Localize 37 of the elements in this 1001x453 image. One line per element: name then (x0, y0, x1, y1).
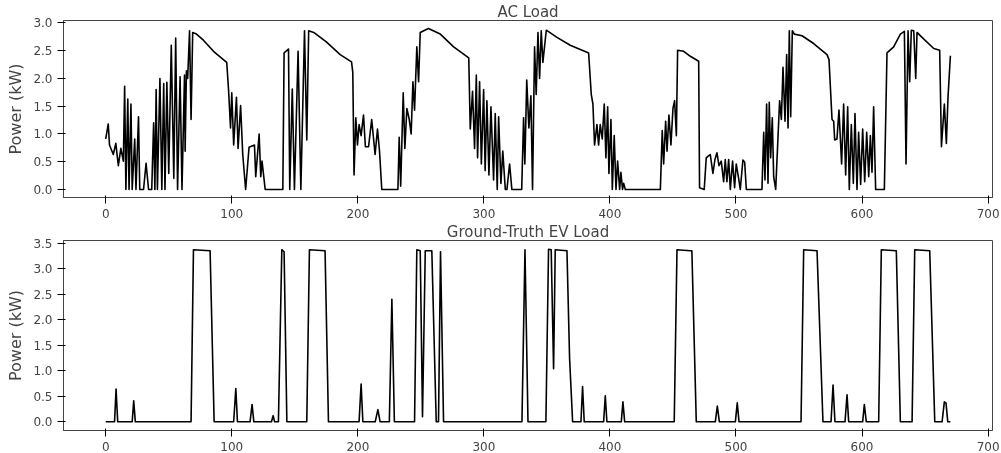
y-tick-label: 2.5 (33, 44, 53, 59)
y-tick-label: 3.5 (33, 236, 53, 251)
x-tick-label: 600 (850, 206, 874, 221)
y-tick-label: 0.5 (33, 155, 53, 170)
x-tick-label: 400 (598, 439, 622, 453)
x-tick-label: 300 (472, 206, 496, 221)
y-tick-label: 2.0 (33, 313, 53, 328)
x-tick-label: 700 (976, 439, 1000, 453)
y-tick-label: 1.0 (33, 127, 53, 142)
y-axis-title: Power (kW) (6, 63, 26, 155)
y-tick-label: 1.5 (33, 99, 53, 114)
x-tick-label: 100 (220, 439, 244, 453)
x-tick-label: 400 (598, 206, 622, 221)
x-tick-label: 0 (101, 206, 110, 221)
y-tick-label: 0.0 (33, 415, 53, 430)
y-tick-label: 0.5 (33, 389, 53, 404)
y-tick-label: 3.0 (33, 16, 53, 31)
chart-title: AC Load (497, 2, 559, 21)
line-series (104, 248, 952, 423)
y-tick-label: 3.0 (33, 262, 53, 277)
line-series (104, 27, 952, 191)
y-tick-label: 2.5 (33, 287, 53, 302)
y-tick-label: 2.0 (33, 71, 53, 86)
x-tick-label: 100 (220, 206, 244, 221)
y-tick-label: 1.0 (33, 364, 53, 379)
x-tick-label: 300 (472, 439, 496, 453)
x-tick-label: 700 (976, 206, 1000, 221)
x-tick-label: 200 (346, 206, 370, 221)
chart-title: Ground-Truth EV Load (446, 222, 610, 241)
y-axis-title: Power (kW) (6, 289, 26, 382)
y-tick-label: 1.5 (33, 338, 53, 353)
y-tick-label: 0.0 (33, 182, 53, 197)
x-tick-label: 200 (346, 439, 370, 453)
x-tick-label: 500 (724, 439, 748, 453)
x-tick-label: 0 (101, 439, 110, 453)
x-tick-label: 500 (724, 206, 748, 221)
x-tick-label: 600 (850, 439, 874, 453)
